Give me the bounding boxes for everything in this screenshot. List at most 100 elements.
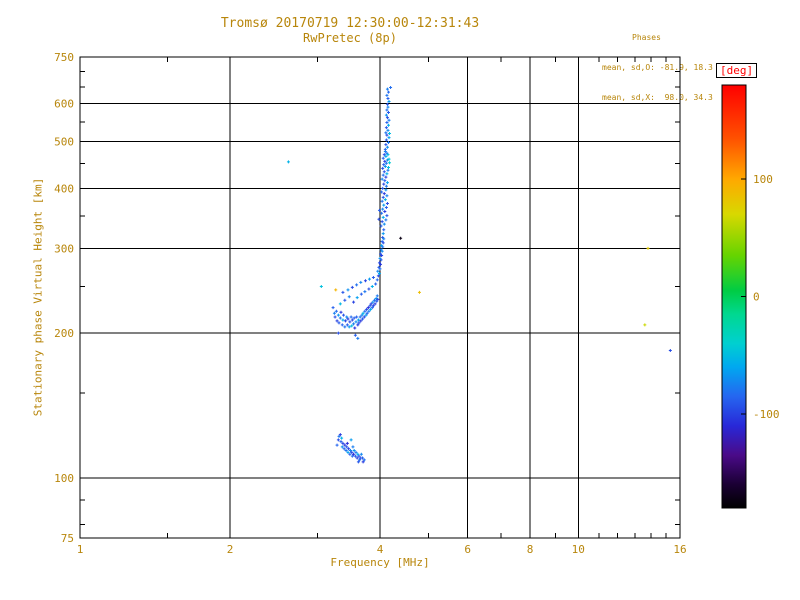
data-point (377, 217, 381, 221)
phases-o-mode-stats: mean, sd,O: -81.9, 18.3 (602, 63, 713, 72)
data-point (352, 322, 356, 326)
svg-text:400: 400 (54, 182, 74, 195)
data-point (361, 311, 365, 315)
svg-text:10: 10 (572, 543, 585, 556)
data-point (385, 93, 389, 97)
data-point (353, 454, 357, 458)
svg-text:600: 600 (54, 98, 74, 111)
data-point (349, 438, 353, 442)
data-point (381, 173, 385, 177)
data-point (370, 306, 374, 310)
data-point (347, 295, 351, 299)
data-point (368, 304, 372, 308)
data-point (356, 460, 360, 464)
data-point (377, 265, 381, 269)
data-point (381, 195, 385, 199)
data-point (385, 214, 389, 218)
data-point (345, 441, 349, 445)
data-point (340, 445, 344, 449)
data-point (369, 302, 373, 306)
data-point (356, 336, 360, 340)
data-point (378, 267, 382, 271)
data-point (385, 108, 389, 112)
data-point (380, 249, 384, 253)
data-point (384, 188, 388, 192)
data-point (348, 320, 352, 324)
data-point (384, 131, 388, 135)
data-point (360, 313, 364, 317)
data-point (386, 90, 390, 94)
data-point (381, 186, 385, 190)
data-point (337, 434, 341, 438)
data-point (354, 450, 358, 454)
data-point (355, 296, 359, 300)
data-point (359, 280, 363, 284)
data-point (334, 309, 338, 313)
phases-summary: Phases mean, sd,O: -81.9, 18.3 mean, sd,… (602, 13, 713, 123)
svg-text:300: 300 (54, 242, 74, 255)
svg-text:1: 1 (77, 543, 84, 556)
data-point (361, 317, 365, 321)
data-point (386, 168, 390, 172)
data-point (382, 153, 386, 157)
data-point (381, 215, 385, 219)
data-point (350, 324, 354, 328)
data-point (362, 315, 366, 319)
data-point (353, 326, 357, 330)
data-point (357, 321, 361, 325)
data-point (356, 452, 360, 456)
data-point (379, 262, 383, 266)
data-point (383, 147, 387, 151)
data-point (344, 449, 348, 453)
data-point (373, 298, 377, 302)
data-point (351, 445, 355, 449)
data-point (355, 315, 359, 319)
data-point (342, 313, 346, 317)
data-point (380, 220, 384, 224)
data-point (366, 306, 370, 310)
data-point (342, 447, 346, 451)
data-point (358, 458, 362, 462)
data-point (353, 333, 357, 337)
data-point (336, 438, 340, 442)
data-point (384, 126, 388, 130)
data-point (333, 315, 337, 319)
data-point (382, 228, 386, 232)
data-point (350, 454, 354, 458)
data-point (348, 449, 352, 453)
data-point (381, 207, 385, 211)
data-point (357, 454, 361, 458)
data-point (399, 236, 403, 240)
data-point (356, 323, 360, 327)
data-point (331, 306, 335, 310)
data-point (386, 165, 390, 169)
data-point (385, 201, 389, 205)
x-axis-label: Frequency [MHz] (330, 556, 430, 569)
data-point (380, 211, 384, 215)
data-point (374, 282, 378, 286)
data-point (668, 349, 672, 353)
data-point (350, 450, 354, 454)
minor-ticks (80, 57, 680, 538)
data-point (343, 319, 347, 323)
data-point (380, 177, 384, 181)
data-point (383, 198, 387, 202)
data-point (359, 319, 363, 323)
data-point (375, 278, 379, 282)
data-point (381, 156, 385, 160)
data-point (364, 313, 368, 317)
colorbar-unit-label: [deg] (716, 63, 758, 78)
data-point (365, 311, 369, 315)
data-point (380, 253, 384, 257)
colorbar: 100 0 -100 (721, 84, 780, 509)
phases-x-mode-stats: mean, sd,X: 98.0, 34.3 (602, 93, 713, 102)
data-point (363, 309, 367, 313)
data-point (367, 277, 371, 281)
data-point (377, 272, 381, 276)
data-point (381, 241, 385, 245)
data-point (384, 184, 388, 188)
data-point (365, 307, 369, 311)
data-point (359, 452, 363, 456)
data-point (335, 443, 339, 447)
